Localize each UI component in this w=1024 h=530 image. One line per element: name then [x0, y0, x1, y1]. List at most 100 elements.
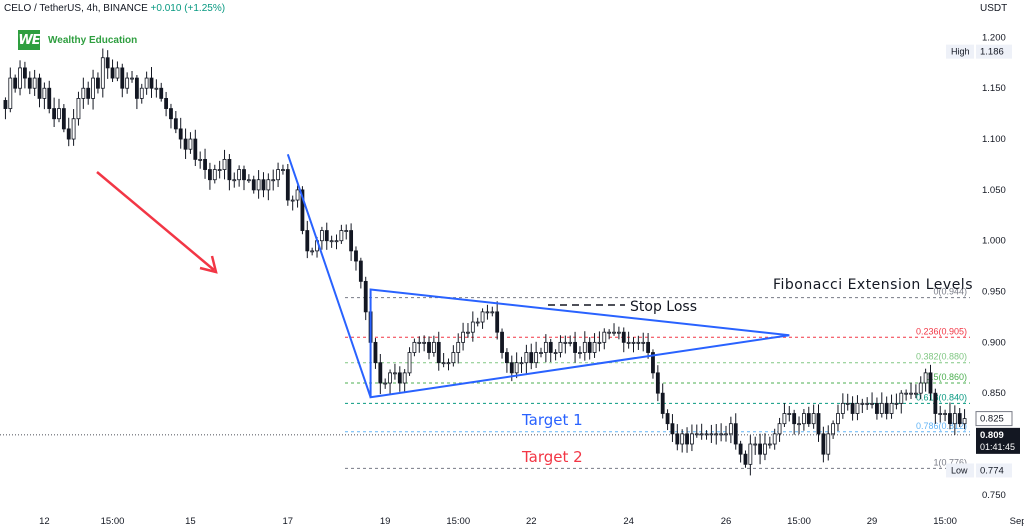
candle-body	[675, 433, 680, 445]
high-badge-label: High	[951, 47, 970, 57]
candle-body	[621, 331, 626, 343]
candle-body	[514, 362, 519, 374]
last-price-badge: 0.825	[980, 414, 1004, 425]
drawings	[96, 153, 790, 399]
x-tick-label: 15:00	[446, 516, 470, 527]
candle-body	[18, 67, 22, 89]
fib-level-label: 0.5(0.860)	[926, 372, 967, 382]
candle-body	[578, 352, 582, 354]
candle-body	[524, 352, 529, 364]
fib-level-label: 0.786(0.812)	[916, 421, 967, 431]
x-tick-label: Sep	[1010, 516, 1024, 527]
candle-body	[461, 331, 466, 343]
candle-body	[938, 413, 943, 415]
candle-body	[86, 87, 91, 99]
downtrend-arrow	[96, 171, 215, 271]
candle-body	[363, 280, 368, 313]
target1-label: Target 1	[522, 411, 583, 429]
current-price-badge-bg	[976, 427, 1020, 454]
candle-body	[787, 413, 792, 415]
candle-body	[485, 311, 490, 314]
candle-body	[431, 341, 436, 353]
candle-body	[509, 362, 514, 374]
candle-body	[753, 443, 758, 446]
candle-body	[568, 341, 573, 344]
price-change: +0.010 (+1.25%)	[150, 3, 226, 14]
candle-body	[840, 402, 845, 414]
candle-body	[651, 352, 655, 374]
y-tick-label: 0.950	[982, 287, 1006, 298]
candle-body	[913, 392, 918, 395]
candle-body	[203, 158, 207, 170]
candle-body	[685, 433, 689, 445]
candle-body	[159, 87, 164, 99]
y-tick-label: 1.200	[982, 32, 1006, 43]
last-price-badge-bg	[975, 411, 1013, 427]
candle-body	[42, 87, 47, 99]
axes: 0.7500.8000.8500.9000.9501.0001.0501.100…	[39, 32, 1024, 527]
candle-body	[743, 453, 748, 465]
candle-body	[120, 67, 125, 89]
candle-body	[32, 77, 37, 89]
candle-body	[237, 169, 242, 181]
candle-body	[373, 341, 378, 364]
candle-body	[383, 382, 388, 385]
candle-body	[154, 87, 159, 90]
brand-name: Wealthy Education	[48, 34, 138, 46]
candle-body	[543, 341, 548, 353]
candle-body	[100, 57, 105, 89]
x-tick-label: 19	[380, 516, 391, 527]
candle-body	[733, 423, 738, 445]
candle-body	[850, 402, 855, 414]
candle-body	[344, 230, 349, 232]
candle-body	[276, 169, 280, 181]
candle-body	[266, 179, 271, 191]
candle-body	[339, 230, 344, 242]
candle-body	[816, 413, 821, 435]
candle-body	[573, 341, 577, 353]
candle-body	[407, 352, 412, 374]
symbol-title: CELO / TetherUS, 4h, BINANCE	[4, 3, 148, 14]
fib-title: Fibonacci Extension Levels	[773, 277, 973, 293]
triangle-pattern	[369, 288, 790, 399]
x-tick-label: 29	[867, 516, 878, 527]
candle-body	[3, 100, 8, 109]
candle-body	[52, 108, 57, 120]
candle-body	[446, 362, 451, 365]
candle-body	[821, 433, 826, 455]
chart-header: CELO / TetherUS, 4h, BINANCE +0.010 (+1.…	[4, 3, 225, 14]
candle-body	[256, 179, 261, 191]
y-tick-label: 0.750	[982, 490, 1006, 501]
candle-body	[699, 433, 704, 436]
y-tick-label: 0.900	[982, 337, 1006, 348]
candle-body	[388, 372, 392, 384]
candle-body	[242, 169, 246, 181]
candle-body	[899, 392, 904, 404]
candle-body	[349, 230, 354, 252]
candle-body	[427, 341, 431, 353]
candles	[3, 48, 967, 476]
candle-body	[310, 250, 315, 253]
candle-body	[690, 433, 694, 445]
fib-level-label: 1(0.776)	[933, 457, 967, 467]
candle-body	[134, 77, 139, 99]
candle-body	[144, 77, 149, 89]
high-badge-bg	[976, 44, 1012, 59]
candle-body	[417, 341, 422, 344]
candle-body	[660, 392, 665, 414]
candle-body	[826, 433, 831, 455]
candle-body	[281, 169, 285, 171]
x-tick-label: 15	[185, 516, 196, 527]
candle-body	[592, 341, 597, 353]
candle-body	[714, 433, 719, 436]
candle-body	[792, 413, 797, 425]
candle-body	[130, 77, 134, 80]
candle-body	[393, 372, 397, 375]
candle-body	[962, 418, 967, 425]
candle-body	[96, 77, 100, 89]
candle-body	[76, 98, 81, 120]
candle-body	[300, 189, 305, 231]
candle-body	[767, 443, 772, 446]
currency-label: USDT	[980, 3, 1008, 14]
